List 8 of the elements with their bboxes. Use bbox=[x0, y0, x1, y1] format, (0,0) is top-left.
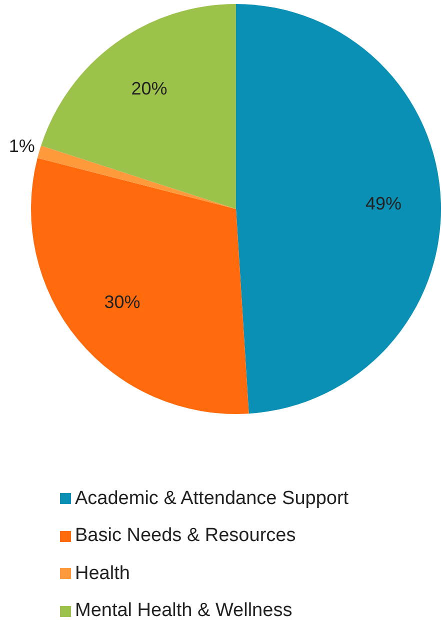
legend-label: Academic & Attendance Support bbox=[75, 488, 349, 510]
legend-label: Basic Needs & Resources bbox=[75, 525, 296, 548]
data-label: 49% bbox=[366, 193, 402, 214]
data-label: 20% bbox=[131, 78, 168, 99]
legend-label: Health bbox=[75, 562, 130, 585]
legend-label: Mental Health & Wellness bbox=[75, 600, 292, 622]
data-label: 30% bbox=[104, 292, 140, 312]
data-label: 1% bbox=[8, 136, 35, 156]
